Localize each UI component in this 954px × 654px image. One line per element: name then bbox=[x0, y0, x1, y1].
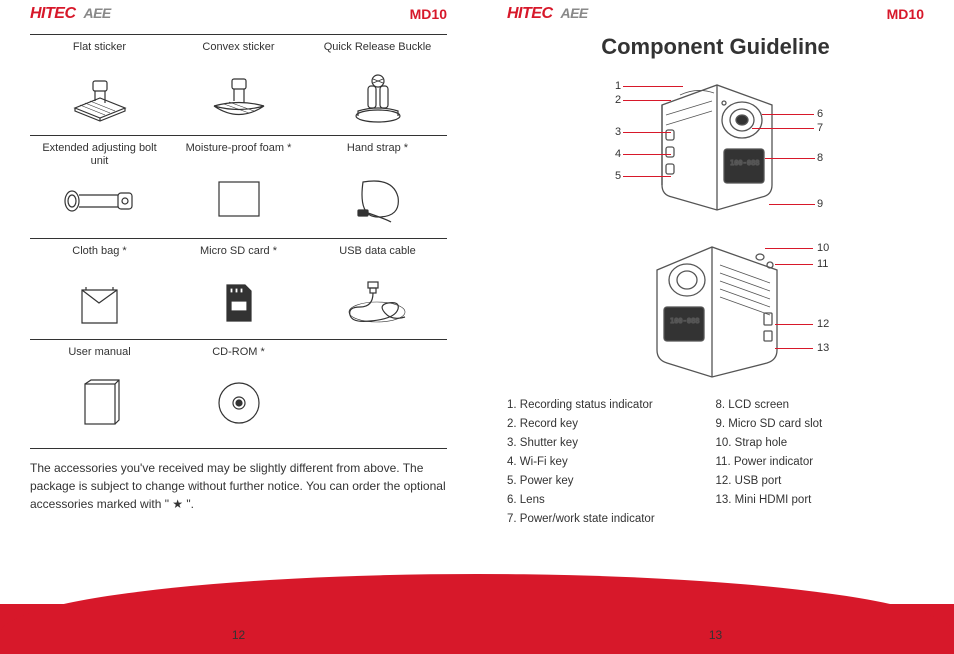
brand-logo: HITEC AEE bbox=[507, 5, 588, 23]
manual-icon bbox=[30, 372, 169, 434]
accessory-label: Quick Release Buckle bbox=[308, 39, 447, 67]
accessory-label: Micro SD card * bbox=[169, 243, 308, 271]
accessory-label: User manual bbox=[30, 344, 169, 372]
callout-number: 3 bbox=[615, 126, 621, 138]
bolt-unit-icon bbox=[30, 170, 169, 232]
component-diagram: 100-088 bbox=[507, 70, 924, 390]
callout-number: 13 bbox=[817, 342, 829, 354]
page-right: HITEC AEE MD10 Component Guideline bbox=[477, 0, 954, 654]
legend-item: 1. Recording status indicator bbox=[507, 396, 716, 415]
callout-number: 1 bbox=[615, 80, 621, 92]
accessory-cell: USB data cable bbox=[308, 243, 447, 333]
cdrom-icon bbox=[169, 372, 308, 434]
accessory-cell: Cloth bag * bbox=[30, 243, 169, 333]
accessory-label: Convex sticker bbox=[169, 39, 308, 67]
component-legend: 1. Recording status indicator 2. Record … bbox=[507, 396, 924, 529]
callout-number: 8 bbox=[817, 152, 823, 164]
svg-text:100-088: 100-088 bbox=[730, 159, 760, 167]
legend-item: 9. Micro SD card slot bbox=[716, 415, 925, 434]
accessories-note: The accessories you've received may be s… bbox=[30, 448, 447, 513]
legend-item: 4. Wi-Fi key bbox=[507, 453, 716, 472]
buckle-icon bbox=[308, 67, 447, 129]
accessory-label: Cloth bag * bbox=[30, 243, 169, 271]
sub-brand: AEE bbox=[560, 5, 587, 21]
camera-side-view: 100-088 bbox=[642, 235, 802, 380]
accessories-grid: Flat sticker Convex sticker Quick Releas… bbox=[30, 34, 447, 440]
brand-text: HITEC bbox=[30, 5, 76, 22]
callout-number: 9 bbox=[817, 198, 823, 210]
legend-column-left: 1. Recording status indicator 2. Record … bbox=[507, 396, 716, 529]
sub-brand: AEE bbox=[83, 5, 110, 21]
svg-text:100-088: 100-088 bbox=[670, 317, 700, 325]
accessory-cell: User manual bbox=[30, 344, 169, 434]
header-left: HITEC AEE MD10 bbox=[30, 0, 447, 28]
cloth-bag-icon bbox=[30, 271, 169, 333]
model-label: MD10 bbox=[410, 6, 447, 22]
legend-item: 6. Lens bbox=[507, 491, 716, 510]
convex-sticker-icon bbox=[169, 67, 308, 129]
brand-logo: HITEC AEE bbox=[30, 5, 111, 23]
callout-number: 12 bbox=[817, 318, 829, 330]
legend-item: 2. Record key bbox=[507, 415, 716, 434]
accessory-cell: Quick Release Buckle bbox=[308, 39, 447, 129]
model-label: MD10 bbox=[887, 6, 924, 22]
callout-number: 5 bbox=[615, 170, 621, 182]
callout-number: 2 bbox=[615, 94, 621, 106]
accessory-cell: Flat sticker bbox=[30, 39, 169, 129]
accessory-cell: Micro SD card * bbox=[169, 243, 308, 333]
callout-number: 6 bbox=[817, 108, 823, 120]
legend-item: 11. Power indicator bbox=[716, 453, 925, 472]
accessory-cell: Hand strap * bbox=[308, 140, 447, 232]
accessory-label: Moisture-proof foam * bbox=[169, 140, 308, 168]
accessory-label: USB data cable bbox=[308, 243, 447, 271]
usb-cable-icon bbox=[308, 271, 447, 333]
accessory-cell: Moisture-proof foam * bbox=[169, 140, 308, 232]
legend-item: 8. LCD screen bbox=[716, 396, 925, 415]
page-number-left: 12 bbox=[0, 628, 477, 642]
hand-strap-icon bbox=[308, 168, 447, 230]
page-left: HITEC AEE MD10 Flat sticker Convex stick… bbox=[0, 0, 477, 654]
legend-item: 12. USB port bbox=[716, 472, 925, 491]
foam-icon bbox=[169, 168, 308, 230]
accessory-label: Extended adjusting bolt unit bbox=[30, 140, 169, 170]
accessory-cell: Extended adjusting bolt unit bbox=[30, 140, 169, 232]
legend-item: 5. Power key bbox=[507, 472, 716, 491]
legend-item: 10. Strap hole bbox=[716, 434, 925, 453]
legend-item: 7. Power/work state indicator bbox=[507, 510, 716, 529]
accessory-cell: Convex sticker bbox=[169, 39, 308, 129]
legend-item: 3. Shutter key bbox=[507, 434, 716, 453]
sd-card-icon bbox=[169, 271, 308, 333]
accessory-label: Flat sticker bbox=[30, 39, 169, 67]
callout-number: 7 bbox=[817, 122, 823, 134]
callout-number: 4 bbox=[615, 148, 621, 160]
accessory-cell: CD-ROM * bbox=[169, 344, 308, 434]
legend-item: 13. Mini HDMI port bbox=[716, 491, 925, 510]
callout-number: 11 bbox=[817, 258, 828, 270]
accessory-label: Hand strap * bbox=[308, 140, 447, 168]
brand-text: HITEC bbox=[507, 5, 553, 22]
callout-number: 10 bbox=[817, 242, 829, 254]
header-right: HITEC AEE MD10 bbox=[507, 0, 924, 28]
page-number-right: 13 bbox=[477, 628, 954, 642]
camera-front-view: 100-088 bbox=[642, 75, 792, 215]
flat-sticker-icon bbox=[30, 67, 169, 129]
accessory-label: CD-ROM * bbox=[169, 344, 308, 372]
page-title: Component Guideline bbox=[507, 34, 924, 60]
legend-column-right: 8. LCD screen 9. Micro SD card slot 10. … bbox=[716, 396, 925, 529]
